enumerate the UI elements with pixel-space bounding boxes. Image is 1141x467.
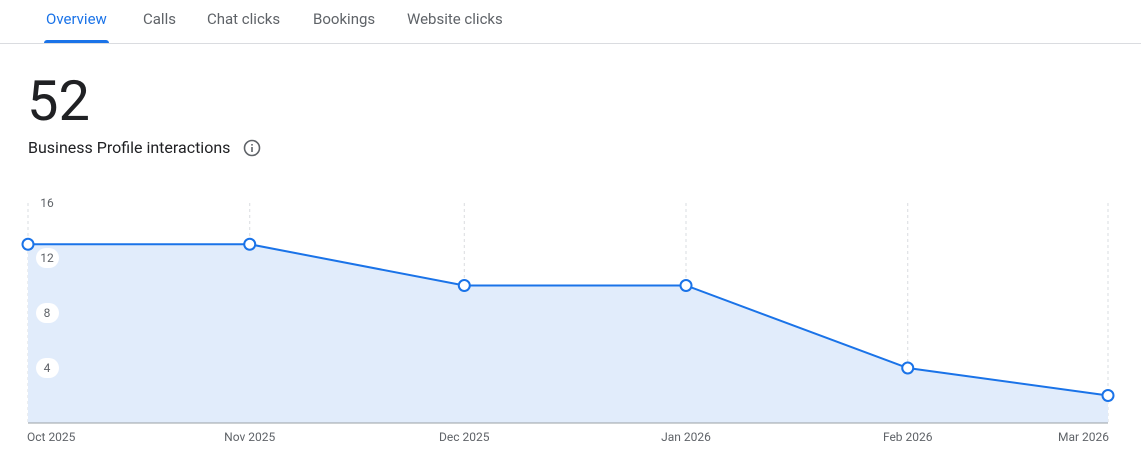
x-tick-label: Jan 2026	[661, 430, 711, 444]
point	[21, 237, 35, 251]
tab[interactable]: Overview	[46, 10, 107, 28]
metric-label: Business Profile interactions	[28, 138, 231, 157]
tab-bar: Overview Calls Chat clicks Bookings Website …	[0, 0, 1141, 44]
line	[28, 243, 1109, 397]
point	[901, 361, 915, 375]
x-tick-label: Nov 2025	[224, 430, 275, 444]
point	[457, 279, 471, 292]
x-tick-label: Oct 2025	[27, 430, 76, 444]
y-tick-bg	[36, 303, 59, 323]
tab[interactable]: Calls	[143, 10, 176, 28]
point	[679, 279, 693, 292]
area	[28, 244, 1108, 423]
y-tick-label: 16	[40, 196, 54, 210]
info-icon[interactable]	[243, 139, 261, 157]
total-value: 52	[27, 68, 90, 134]
point	[1101, 389, 1115, 402]
tab[interactable]: Chat clicks	[207, 10, 281, 28]
tab[interactable]: Website clicks	[407, 10, 503, 28]
active-tab-indicator	[44, 40, 109, 43]
chart: Oct 2025 Nov 2025 Dec 2025 Jan 2026 Feb 2026…	[21, 196, 1115, 444]
x-tick-label: Dec 2025	[439, 430, 490, 444]
y-tick-label: 4	[44, 361, 51, 375]
x-tick-label: Mar 2026	[1058, 430, 1109, 444]
y-tick-bg	[36, 248, 59, 268]
x-tick-label: Feb 2026	[883, 430, 933, 444]
point	[243, 237, 257, 251]
y-tick-label: 8	[44, 306, 51, 320]
y-tick-bg	[36, 358, 59, 378]
y-tick-label: 12	[40, 251, 54, 265]
tab[interactable]: Bookings	[313, 10, 376, 28]
